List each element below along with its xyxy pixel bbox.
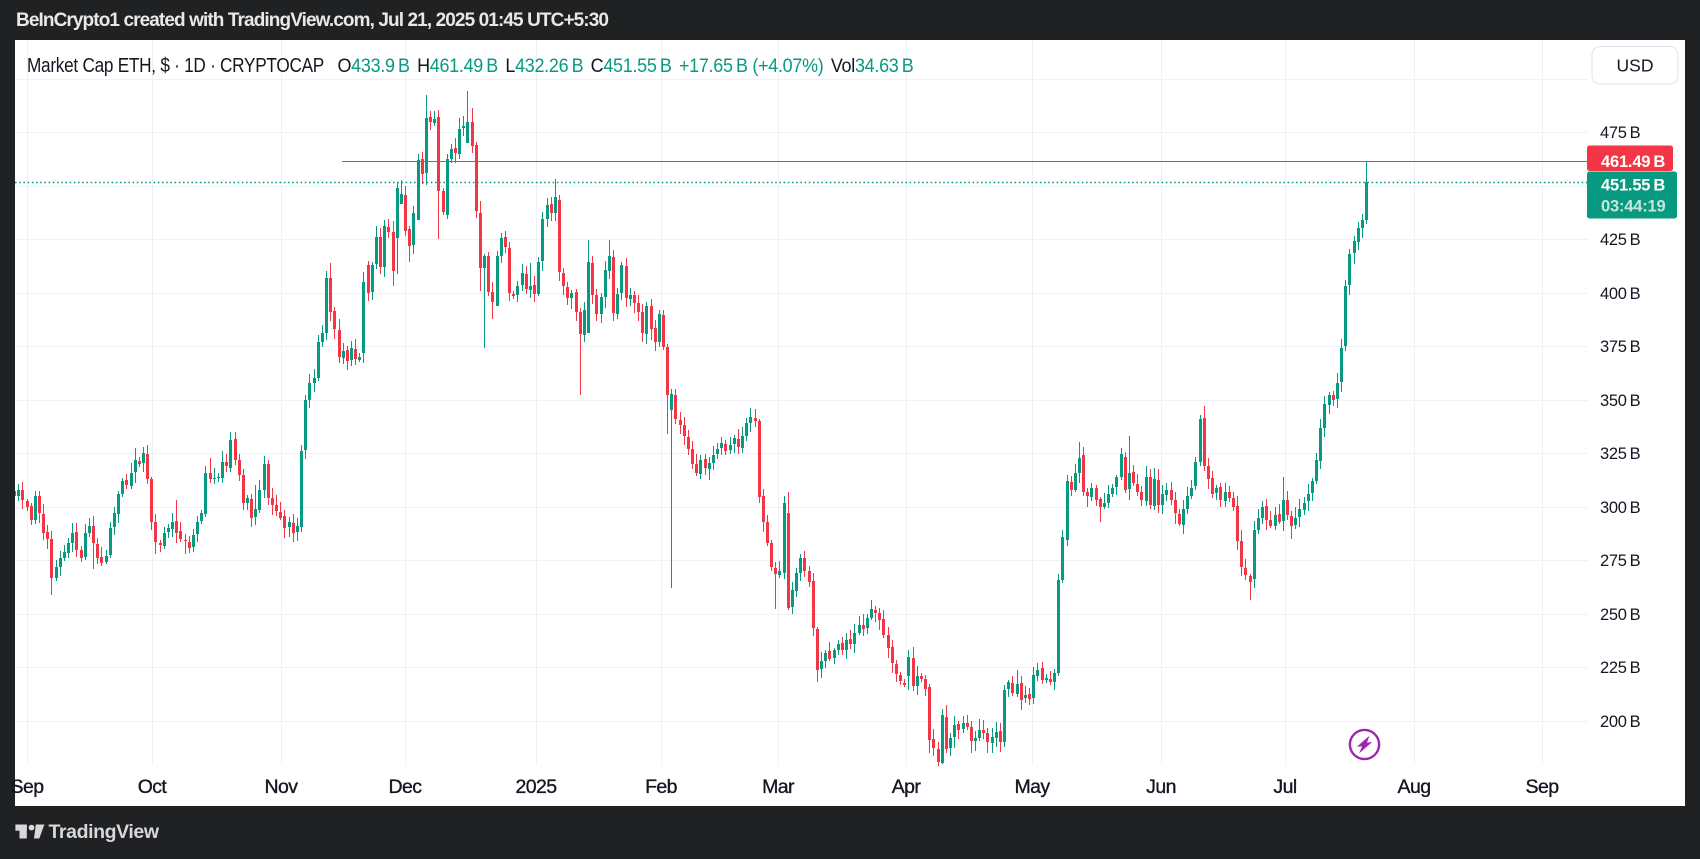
svg-text:200 B: 200 B: [1600, 713, 1641, 731]
svg-text:Feb: Feb: [645, 776, 678, 798]
svg-text:Apr: Apr: [892, 776, 922, 798]
svg-text:Jun: Jun: [1146, 776, 1176, 798]
svg-text:Sep: Sep: [1526, 776, 1560, 798]
svg-text:300 B: 300 B: [1600, 499, 1641, 517]
svg-text:2025: 2025: [516, 776, 558, 798]
svg-text:Nov: Nov: [265, 776, 299, 798]
svg-text:461.49 B: 461.49 B: [1601, 153, 1665, 171]
svg-text:Market Cap ETH, $ · 1D · CRYPT: Market Cap ETH, $ · 1D · CRYPTOCAP: [27, 55, 324, 77]
svg-text:Sep: Sep: [11, 776, 45, 798]
svg-text:451.55 B: 451.55 B: [1601, 177, 1665, 195]
svg-text:425 B: 425 B: [1600, 231, 1641, 249]
svg-text:Oct: Oct: [138, 776, 168, 798]
svg-text:Jul: Jul: [1273, 776, 1296, 798]
svg-text:375 B: 375 B: [1600, 338, 1641, 356]
svg-text:Mar: Mar: [762, 776, 795, 798]
svg-text:May: May: [1014, 776, 1050, 798]
svg-text:275 B: 275 B: [1600, 552, 1641, 570]
svg-text:Dec: Dec: [389, 776, 423, 798]
svg-text:Aug: Aug: [1398, 776, 1431, 798]
svg-text:03:44:19: 03:44:19: [1601, 198, 1665, 216]
svg-text:400 B: 400 B: [1600, 285, 1641, 303]
svg-text:250 B: 250 B: [1600, 606, 1641, 624]
svg-text:325 B: 325 B: [1600, 445, 1641, 463]
svg-text:475 B: 475 B: [1600, 124, 1641, 142]
svg-text:USD: USD: [1617, 56, 1654, 76]
svg-text:TradingView: TradingView: [49, 821, 160, 843]
svg-text:225 B: 225 B: [1600, 659, 1641, 677]
svg-text:350 B: 350 B: [1600, 392, 1641, 410]
